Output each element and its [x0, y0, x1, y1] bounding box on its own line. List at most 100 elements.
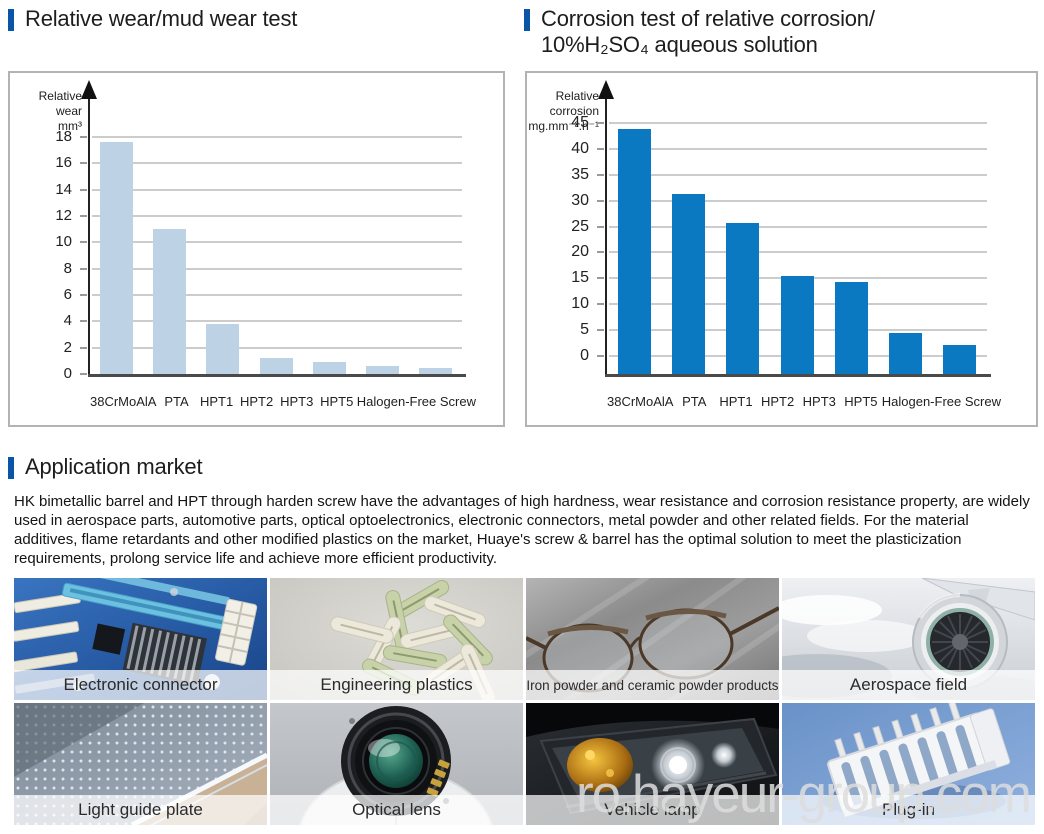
y-tick-2: 2 — [63, 338, 72, 356]
gridline-4 — [92, 320, 462, 323]
gridline-45 — [609, 122, 987, 124]
y-tick-mark — [80, 373, 87, 375]
right-chart-title: Corrosion test of relative corrosion/ 10… — [541, 6, 875, 58]
y-tick-16: 16 — [55, 154, 72, 172]
bar-38CrMoAlA — [617, 129, 651, 374]
tile-optical-lens[interactable]: Optical lens — [270, 703, 523, 825]
x-axis-labels: 38CrMoAlA PTA HPT1 HPT2 HPT3 HPT5 Halogen-Free… — [90, 394, 476, 409]
tile-caption: Light guide plate — [14, 795, 267, 825]
y-tick-mark — [597, 173, 604, 176]
y-tick-45: 45 — [571, 114, 589, 131]
x-axis-line — [88, 374, 466, 377]
y-tick-mark — [597, 355, 604, 357]
y-tick-4: 4 — [63, 312, 72, 330]
tile-vehicle-lamp[interactable]: Vehicle lamp — [526, 703, 779, 825]
tile-light-guide-plate[interactable]: Light guide plate — [14, 703, 267, 825]
bar-PTA — [671, 194, 705, 374]
y-tick-mark — [80, 162, 87, 165]
y-tick-mark — [597, 277, 604, 280]
gridline-30 — [609, 199, 987, 202]
gridline-20 — [609, 251, 987, 254]
bar-HPT1 — [206, 323, 240, 374]
x-label-Halogen-Free Screw: Halogen-Free Screw — [881, 394, 1001, 409]
tile-aerospace-field[interactable]: Aerospace field — [782, 578, 1035, 700]
right-chart-title-line2: 10%H₂SO₄ aqueous solution — [541, 32, 818, 57]
bar-38CrMoAlA — [100, 142, 134, 374]
y-tick-8: 8 — [63, 259, 72, 277]
y-axis-label: Relative wear mm³ — [38, 89, 82, 133]
gridline-6 — [92, 294, 462, 296]
bar-PTA — [153, 229, 187, 374]
bar-HPT2 — [259, 358, 293, 374]
y-tick-5: 5 — [580, 321, 589, 339]
x-label-HPT3: HPT3 — [280, 394, 314, 409]
y-tick-20: 20 — [571, 243, 589, 261]
y-tick-mark — [80, 320, 87, 323]
tile-iron-ceramic-powder[interactable]: Iron powder and ceramic powder products — [526, 578, 779, 700]
bar-HPT1 — [726, 223, 760, 374]
application-market-paragraph: HK bimetallic barrel and HPT through har… — [14, 493, 1030, 567]
tile-caption: Vehicle lamp — [526, 795, 779, 825]
x-axis-labels: 38CrMoAlA PTA HPT1 HPT2 HPT3 HPT5 Halogen-Free… — [607, 394, 1001, 409]
y-tick-mark — [597, 251, 604, 254]
tile-caption: Iron powder and ceramic powder products — [526, 670, 779, 700]
plot-area — [90, 136, 462, 374]
y-tick-0: 0 — [63, 365, 72, 382]
y-tick-12: 12 — [55, 207, 72, 224]
y-tick-15: 15 — [571, 269, 589, 287]
y-tick-40: 40 — [571, 139, 589, 157]
gridline-25 — [609, 225, 987, 228]
y-axis-arrow-icon — [598, 80, 614, 99]
bar-HPT5 — [365, 366, 399, 374]
y-tick-30: 30 — [571, 191, 589, 209]
x-label-HPT2: HPT2 — [760, 394, 795, 409]
heading-accent-bar — [8, 457, 14, 479]
wear-test-chart-panel: Relative wear mm³ 0 2 4 6 8 10 12 14 16 18 38CrMo… — [8, 71, 505, 427]
application-market-title: Application market — [25, 454, 203, 479]
y-tick-mark — [597, 122, 604, 124]
right-chart-heading: Corrosion test of relative corrosion/ 10… — [524, 6, 875, 58]
tile-electronic-connector[interactable]: Electronic connector — [14, 578, 267, 700]
tile-caption: Plug-in — [782, 795, 1035, 825]
gridline-35 — [609, 173, 987, 176]
tile-plug-in[interactable]: Plug-in — [782, 703, 1035, 825]
x-label-HPT2: HPT2 — [240, 394, 274, 409]
y-axis-line — [605, 99, 607, 377]
x-axis-line — [605, 374, 991, 377]
y-axis-label: Relative corrosion mg.mm⁻².h⁻¹ — [528, 89, 599, 133]
bar-HPT5 — [889, 332, 923, 374]
heading-accent-bar — [524, 9, 530, 31]
y-tick-labels: 0 2 4 6 8 10 12 14 16 18 — [10, 129, 80, 382]
gridline-12 — [92, 215, 462, 217]
y-tick-10: 10 — [571, 295, 589, 313]
y-tick-mark — [597, 147, 604, 150]
bar-HPT2 — [780, 276, 814, 374]
tile-caption: Aerospace field — [782, 670, 1035, 700]
y-tick-mark — [80, 346, 87, 349]
y-tick-mark — [80, 294, 87, 296]
gridline-8 — [92, 267, 462, 270]
y-tick-14: 14 — [55, 180, 72, 198]
left-chart-title: Relative wear/mud wear test — [25, 6, 298, 31]
y-axis-arrow-icon — [81, 80, 97, 99]
y-tick-mark — [597, 225, 604, 228]
bar-HPT3 — [312, 362, 346, 374]
y-axis-line — [88, 99, 90, 377]
y-tick-labels: 0 5 10 15 20 25 30 35 40 45 — [527, 115, 597, 364]
y-tick-mark — [80, 241, 87, 244]
x-label-PTA: PTA — [682, 394, 707, 409]
x-label-HPT5: HPT5 — [320, 394, 354, 409]
gridline-18 — [92, 136, 462, 138]
bar-HPT3 — [834, 281, 868, 374]
right-chart-title-line1: Corrosion test of relative corrosion/ — [541, 6, 875, 31]
application-market-heading: Application market — [8, 454, 203, 480]
gridline-16 — [92, 162, 462, 165]
x-label-Halogen-Free Screw: Halogen-Free Screw — [356, 394, 476, 409]
y-tick-mark — [597, 303, 604, 306]
tile-engineering-plastics[interactable]: Engineering plastics — [270, 578, 523, 700]
gridline-10 — [92, 241, 462, 244]
corrosion-test-chart-panel: Relative corrosion mg.mm⁻².h⁻¹ 0 5 10 15 20 2… — [525, 71, 1038, 427]
x-label-HPT5: HPT5 — [844, 394, 878, 409]
bar-Halogen-Free Screw — [418, 368, 452, 374]
y-tick-6: 6 — [63, 286, 72, 303]
